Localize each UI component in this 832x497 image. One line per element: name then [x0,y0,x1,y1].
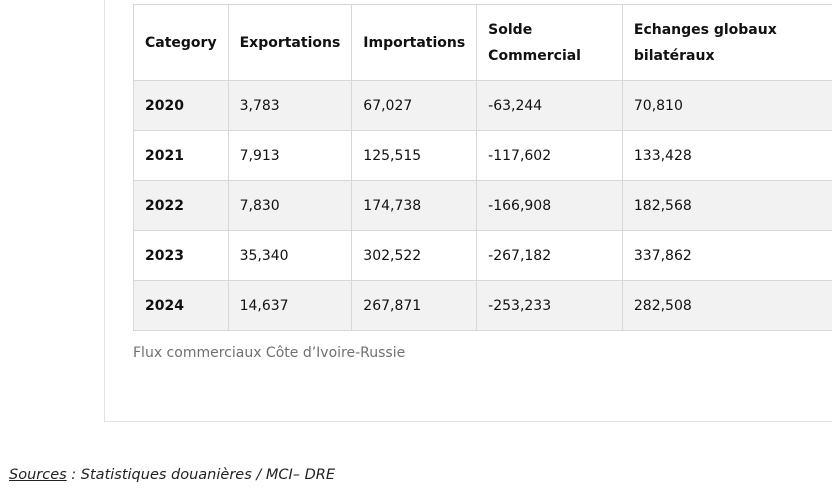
cell-balance: -117,602 [476,130,623,181]
cell-exports: 7,913 [227,130,353,181]
cell-total: 133,428 [621,130,832,181]
cell-year: 2020 [133,80,229,131]
header-category: Category [133,4,229,81]
cell-balance: -267,182 [476,230,623,281]
cell-imports: 125,515 [351,130,478,181]
cell-year: 2022 [133,180,229,231]
header-trade-balance: Solde Commercial [476,4,623,81]
table-header-row: Category Exportations Importations Solde… [133,4,832,81]
table-row: 2023 35,340 302,522 -267,182 337,862 [133,230,832,281]
header-total-trade-line2: bilatéraux [633,47,715,64]
cell-total: 282,508 [621,280,832,331]
table-row: 2021 7,913 125,515 -117,602 133,428 [133,130,832,181]
table-row: 2022 7,830 174,738 -166,908 182,568 [133,180,832,231]
header-total-trade: Echanges globaux bilatéraux [621,4,832,81]
cell-balance: -166,908 [476,180,623,231]
header-imports: Importations [351,4,478,81]
header-exports: Exportations [227,4,353,81]
header-trade-balance-line1: Solde [488,21,533,38]
table-caption: Flux commerciaux Côte d’Ivoire-Russie [133,345,406,361]
header-trade-balance-line2: Commercial [488,47,581,64]
header-total-trade-line1: Echanges globaux [633,21,777,38]
table-row: 2020 3,783 67,027 -63,244 70,810 [133,80,832,131]
cell-exports: 35,340 [227,230,353,281]
cell-total: 70,810 [621,80,832,131]
cell-imports: 267,871 [351,280,478,331]
cell-imports: 67,027 [351,80,478,131]
sources-text: : Statistiques douanières / MCI– DRE [66,467,336,483]
table-row: 2024 14,637 267,871 -253,233 282,508 [133,280,832,331]
cell-year: 2021 [133,130,229,181]
trade-flow-table: Category Exportations Importations Solde… [133,4,832,331]
cell-exports: 3,783 [227,80,353,131]
table-card [104,0,832,422]
sources-label: Sources [9,467,67,483]
cell-exports: 7,830 [227,180,353,231]
cell-total: 337,862 [621,230,832,281]
cell-exports: 14,637 [227,280,353,331]
sources-note: Sources : Statistiques douanières / MCI–… [9,467,335,483]
cell-imports: 174,738 [351,180,478,231]
cell-balance: -253,233 [476,280,623,331]
cell-imports: 302,522 [351,230,478,281]
cell-total: 182,568 [621,180,832,231]
cell-balance: -63,244 [476,80,623,131]
cell-year: 2023 [133,230,229,281]
cell-year: 2024 [133,280,229,331]
